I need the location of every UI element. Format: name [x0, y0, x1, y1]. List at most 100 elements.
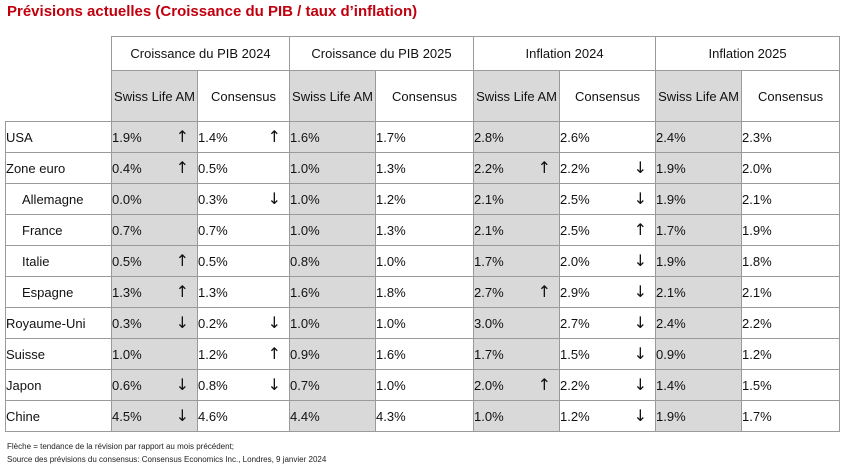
swiss-life-cell: 0.7%: [289, 369, 377, 401]
value-text: 1.0%: [376, 253, 406, 269]
value-text: 2.9%: [560, 284, 590, 300]
group-header: Croissance du PIB 2024: [110, 36, 291, 71]
swiss-life-cell: 0.7%: [111, 214, 198, 246]
swiss-life-cell: 0.9%: [289, 338, 377, 370]
value-text: 0.5%: [198, 160, 228, 176]
value-text: 2.2%: [560, 377, 590, 393]
swiss-life-cell: 1.9% ↑: [111, 121, 198, 153]
swiss-life-cell: 4.5% ↓: [111, 400, 198, 432]
value-text: 1.7%: [742, 408, 772, 424]
swiss-life-cell: 1.6%: [289, 276, 377, 308]
value-text: 1.7%: [656, 222, 686, 238]
value-text: 0.7%: [290, 377, 320, 393]
value-text: 1.9%: [742, 222, 772, 238]
consensus-cell: 1.6%: [375, 338, 475, 370]
swiss-life-cell: 0.9%: [655, 338, 743, 370]
consensus-cell: 2.0%: [741, 152, 841, 184]
value-text: 1.0%: [474, 408, 504, 424]
swiss-life-cell: 2.4%: [655, 307, 743, 339]
sub-header-consensus: Consensus: [196, 70, 291, 122]
consensus-cell: 2.1%: [741, 183, 841, 215]
group-header: Inflation 2025: [655, 36, 841, 71]
value-text: 1.8%: [376, 284, 406, 300]
consensus-cell: 0.5%: [196, 245, 291, 277]
value-text: 2.3%: [742, 129, 772, 145]
swiss-life-cell: 4.4%: [289, 400, 377, 432]
value-text: 2.1%: [474, 222, 504, 238]
swiss-life-cell: 0.8%: [289, 245, 377, 277]
consensus-cell: 2.2% ↓: [559, 369, 657, 401]
group-header-row: Croissance du PIB 2024 Croissance du PIB…: [5, 36, 841, 122]
value-text: 0.2%: [198, 315, 228, 331]
value-text: 1.4%: [656, 377, 686, 393]
sub-header-swiss-life: Swiss Life AM: [111, 70, 198, 122]
consensus-cell: 1.7%: [375, 121, 475, 153]
table-row: USA 1.9% ↑ 1.4% ↑ 1.6% 1.7% 2.8% 2.6% 2.4% 2.3%: [5, 121, 841, 153]
country-label: USA: [5, 121, 112, 153]
sub-header-consensus: Consensus: [375, 70, 475, 122]
table-row: Suisse 1.0% 1.2% ↑ 0.9% 1.6% 1.7% 1.5% ↓ 0.9% 1.2%: [5, 338, 841, 370]
value-text: 1.9%: [112, 129, 142, 145]
table-row: Espagne 1.3% ↑ 1.3% 1.6% 1.8% 2.7% ↑ 2.9% ↓ 2.1% 2.…: [5, 276, 841, 308]
value-text: 1.0%: [290, 315, 320, 331]
country-label: Allemagne: [5, 183, 112, 215]
value-text: 2.1%: [474, 191, 504, 207]
value-text: 0.3%: [198, 191, 228, 207]
arrow-down-icon: ↓: [633, 313, 648, 332]
arrow-up-icon: ↑: [267, 344, 282, 363]
value-text: 1.2%: [742, 346, 772, 362]
swiss-life-cell: 2.1%: [655, 276, 743, 308]
consensus-cell: 0.7%: [196, 214, 291, 246]
arrow-down-icon: ↓: [633, 344, 648, 363]
value-text: 1.2%: [376, 191, 406, 207]
country-label: Chine: [5, 400, 112, 432]
value-text: 0.8%: [198, 377, 228, 393]
swiss-life-cell: 0.5% ↑: [111, 245, 198, 277]
value-text: 1.6%: [290, 129, 320, 145]
swiss-life-cell: 1.6%: [289, 121, 377, 153]
country-label: Espagne: [5, 276, 112, 308]
value-text: 1.3%: [376, 222, 406, 238]
consensus-cell: 2.1%: [741, 276, 841, 308]
consensus-cell: 1.2%: [741, 338, 841, 370]
sub-header-swiss-life: Swiss Life AM: [289, 70, 377, 122]
swiss-life-cell: 1.7%: [655, 214, 743, 246]
table-row: Japon 0.6% ↓ 0.8% ↓ 0.7% 1.0% 2.0% ↑ 2.2% ↓ 1.4% 1.5…: [5, 369, 841, 401]
swiss-life-cell: 1.9%: [655, 400, 743, 432]
table-row: Zone euro 0.4% ↑ 0.5% 1.0% 1.3% 2.2% ↑ 2.2% ↓ 1.9%…: [5, 152, 841, 184]
arrow-down-icon: ↓: [633, 406, 648, 425]
group-header: Croissance du PIB 2025: [289, 36, 475, 71]
value-text: 2.7%: [560, 315, 590, 331]
value-text: 1.9%: [656, 253, 686, 269]
consensus-cell: 1.3%: [375, 152, 475, 184]
arrow-up-icon: ↑: [537, 282, 552, 301]
arrow-down-icon: ↓: [633, 251, 648, 270]
value-text: 1.9%: [656, 191, 686, 207]
value-text: 2.6%: [560, 129, 590, 145]
consensus-cell: 2.5% ↑: [559, 214, 657, 246]
value-text: 2.0%: [742, 160, 772, 176]
swiss-life-cell: 0.0%: [111, 183, 198, 215]
value-text: 1.0%: [290, 160, 320, 176]
country-label: Royaume-Uni: [5, 307, 112, 339]
value-text: 1.4%: [198, 129, 228, 145]
value-text: 2.2%: [742, 315, 772, 331]
swiss-life-cell: 0.6% ↓: [111, 369, 198, 401]
swiss-life-cell: 1.9%: [655, 245, 743, 277]
arrow-up-icon: ↑: [267, 127, 282, 146]
arrow-down-icon: ↓: [267, 189, 282, 208]
consensus-cell: 2.6%: [559, 121, 657, 153]
arrow-up-icon: ↑: [175, 251, 189, 270]
arrow-up-icon: ↑: [633, 220, 648, 239]
table-row: Royaume-Uni 0.3% ↓ 0.2% ↓ 1.0% 1.0% 3.0% 2.7% ↓ 2.…: [5, 307, 841, 339]
value-text: 1.2%: [560, 408, 590, 424]
consensus-cell: 1.4% ↑: [196, 121, 291, 153]
value-text: 0.0%: [112, 191, 142, 207]
value-text: 2.1%: [656, 284, 686, 300]
value-text: 0.3%: [112, 315, 142, 331]
swiss-life-cell: 1.9%: [655, 183, 743, 215]
forecast-table: Croissance du PIB 2024 Croissance du PIB…: [5, 36, 841, 432]
value-text: 1.5%: [560, 346, 590, 362]
value-text: 2.2%: [560, 160, 590, 176]
arrow-down-icon: ↓: [175, 313, 189, 332]
